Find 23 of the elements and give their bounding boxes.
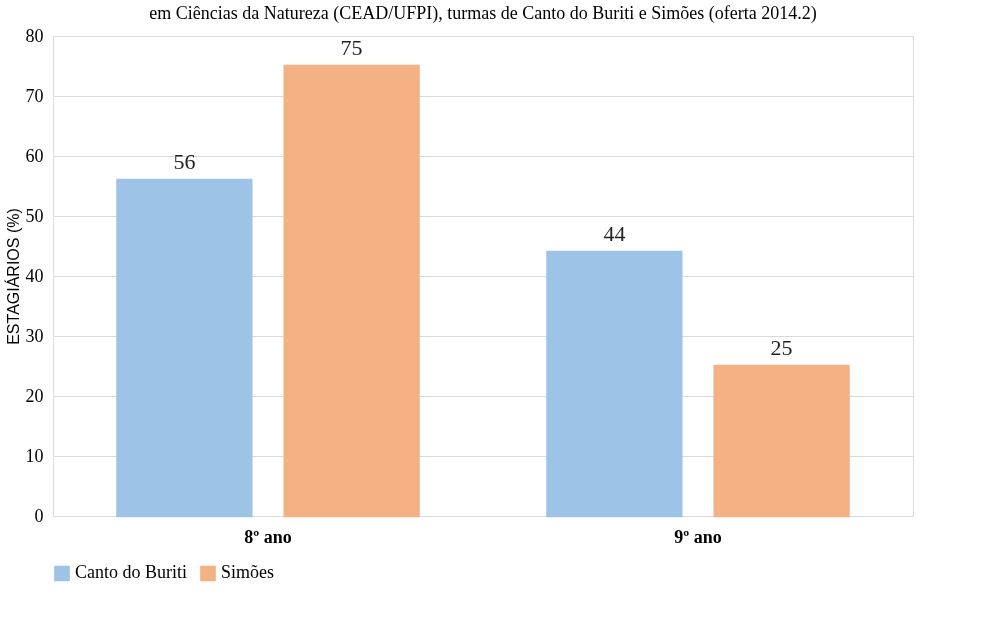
y-tick-label: 0 [34,505,44,526]
legend-label: Canto do Buriti [75,562,187,583]
x-tick-label: 9º ano [674,526,722,547]
y-tick-label: 30 [25,325,44,346]
y-tick-label: 80 [25,25,44,46]
y-axis-title: ESTAGIÁRIOS (%) [3,208,22,345]
data-label: 25 [770,335,793,360]
bar [546,250,683,518]
chart-title: em Ciências da Natureza (CEAD/UFPI), turmas de Canto do Buriti e Simões (oferta 2014.2) [149,3,817,24]
data-label: 56 [173,149,196,174]
y-tick-label: 10 [25,445,44,466]
y-tick-label: 20 [25,385,44,406]
x-tick-label: 8º ano [244,526,292,547]
y-tick-label: 50 [25,205,44,226]
y-tick-label: 60 [25,145,44,166]
legend-label: Simões [221,562,275,583]
y-tick-label: 70 [25,85,44,106]
bar [116,178,253,518]
data-label: 44 [603,221,626,246]
data-label: 75 [340,35,363,60]
bar [283,64,420,518]
y-tick-label: 40 [25,265,44,286]
bar [713,364,850,518]
